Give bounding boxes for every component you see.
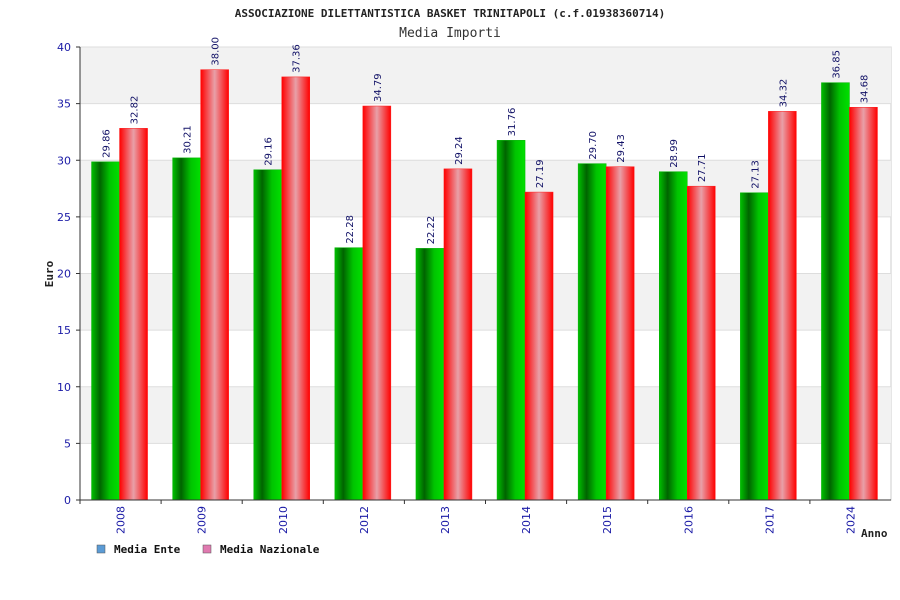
data-label-ente-2014: 31.76 (507, 108, 518, 137)
data-label-nazionale-2009: 38.00 (211, 37, 222, 66)
legend-label-nazionale: Media Nazionale (220, 543, 320, 556)
data-label-ente-2015: 29.70 (588, 131, 599, 160)
bar-nazionale-2016 (687, 185, 716, 501)
data-label-nazionale-2014: 27.19 (535, 159, 546, 188)
y-tick-label: 40 (57, 41, 71, 54)
data-label-ente-2013: 22.22 (426, 216, 437, 245)
bar-ente-2017 (740, 192, 769, 501)
bar-ente-2014 (496, 140, 526, 501)
y-axis-title: Euro (43, 260, 56, 287)
bar-ente-2013 (415, 248, 445, 501)
y-tick-label: 0 (64, 494, 71, 507)
bar-nazionale-2015 (605, 166, 635, 501)
y-tick-label: 30 (57, 154, 71, 167)
data-label-nazionale-2008: 32.82 (130, 96, 141, 125)
bar-ente-2024 (821, 82, 850, 501)
x-tick-label-2015: 2015 (601, 506, 614, 534)
bar-nazionale-2013 (443, 168, 473, 501)
data-label-nazionale-2012: 34.79 (373, 73, 384, 102)
bar-nazionale-2008 (119, 128, 148, 501)
bars (91, 69, 878, 501)
data-label-ente-2024: 36.85 (831, 50, 842, 79)
bar-ente-2008 (91, 161, 120, 501)
data-label-ente-2016: 28.99 (669, 139, 680, 168)
data-label-nazionale-2010: 37.36 (292, 44, 303, 73)
legend-label-ente: Media Ente (114, 543, 181, 556)
data-label-nazionale-2015: 29.43 (616, 134, 627, 163)
data-label-ente-2012: 22.28 (345, 215, 356, 244)
bar-ente-2009 (172, 157, 201, 501)
y-tick-label: 20 (57, 268, 71, 281)
x-tick-label-2008: 2008 (115, 506, 128, 534)
chart-subtitle: Media Importi (399, 26, 501, 41)
bar-nazionale-2009 (200, 69, 229, 501)
bar-ente-2015 (577, 163, 607, 501)
legend: Media Ente Media Nazionale (96, 543, 320, 556)
data-label-ente-2008: 29.86 (102, 129, 113, 158)
data-label-nazionale-2013: 29.24 (454, 136, 465, 165)
y-tick-label: 15 (57, 324, 71, 337)
x-tick-label-2016: 2016 (682, 506, 695, 534)
y-tick-label: 35 (57, 98, 71, 111)
x-tick-label-2010: 2010 (277, 506, 290, 534)
bar-ente-2016 (659, 171, 688, 501)
x-tick-label-2024: 2024 (844, 506, 857, 534)
bar-nazionale-2024 (849, 106, 878, 501)
x-tick-label-2012: 2012 (358, 506, 371, 534)
x-tick-label-2013: 2013 (439, 506, 452, 534)
data-labels: 29.86 32.82 30.21 38.00 29.16 37.36 22.28 34.79… (102, 37, 871, 244)
bar-nazionale-2010 (281, 76, 310, 501)
y-tick-label: 25 (57, 211, 71, 224)
data-label-nazionale-2024: 34.68 (859, 75, 870, 104)
y-tick-labels: 0 5 10 15 20 25 30 35 40 (57, 41, 80, 507)
x-tick-label-2017: 2017 (763, 506, 776, 534)
x-tick-label-2014: 2014 (520, 506, 533, 534)
bar-ente-2010 (253, 169, 282, 501)
x-tick-label-2009: 2009 (196, 506, 209, 534)
y-tick-label: 5 (64, 437, 71, 450)
y-tick-label: 10 (57, 381, 71, 394)
data-label-ente-2017: 27.13 (750, 160, 761, 189)
data-label-nazionale-2016: 27.71 (697, 154, 708, 183)
data-label-ente-2010: 29.16 (264, 137, 275, 166)
x-tick-labels: 2008 2009 2010 2012 2013 2014 2015 2016 2017 2024 (79, 500, 857, 534)
chart-title: ASSOCIAZIONE DILETTANTISTICA BASKET TRIN… (235, 7, 665, 20)
legend-swatch-nazionale (202, 544, 212, 554)
data-label-nazionale-2017: 34.32 (778, 79, 789, 108)
bar-nazionale-2012 (362, 105, 392, 501)
data-label-ente-2009: 30.21 (183, 125, 194, 154)
bar-nazionale-2017 (768, 111, 797, 501)
x-axis-title: Anno (861, 527, 888, 540)
bar-ente-2012 (334, 247, 364, 501)
bar-nazionale-2014 (524, 191, 554, 501)
legend-swatch-ente (96, 544, 106, 554)
